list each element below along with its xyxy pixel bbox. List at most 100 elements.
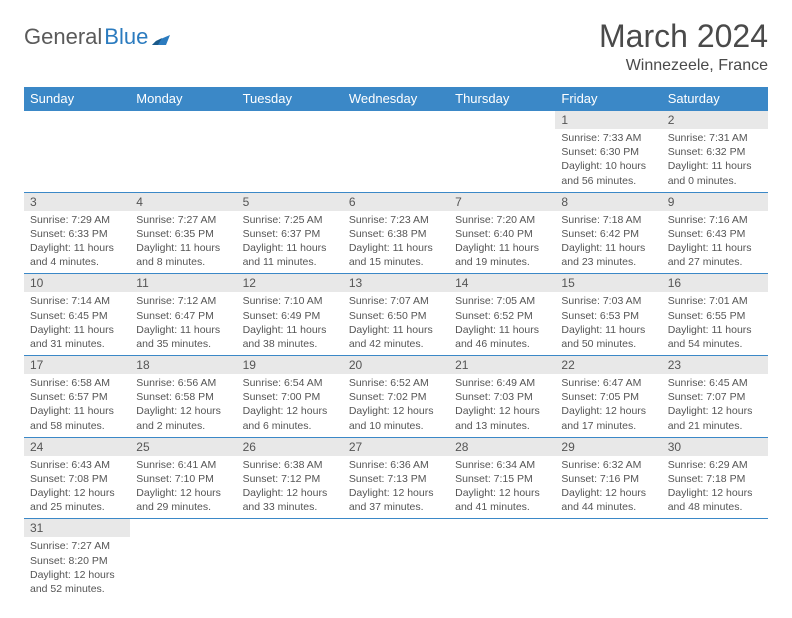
day-body: Sunrise: 7:10 AMSunset: 6:49 PMDaylight:… (237, 292, 343, 355)
day-cell: 9Sunrise: 7:16 AMSunset: 6:43 PMDaylight… (662, 192, 768, 274)
week-row: 3Sunrise: 7:29 AMSunset: 6:33 PMDaylight… (24, 192, 768, 274)
sunrise-text: Sunrise: 7:10 AM (243, 294, 337, 308)
daylight-text: Daylight: 11 hours and 4 minutes. (30, 241, 124, 269)
sunset-text: Sunset: 7:03 PM (455, 390, 549, 404)
sunset-text: Sunset: 7:18 PM (668, 472, 762, 486)
day-cell: 7Sunrise: 7:20 AMSunset: 6:40 PMDaylight… (449, 192, 555, 274)
day-cell: 19Sunrise: 6:54 AMSunset: 7:00 PMDayligh… (237, 356, 343, 438)
sunset-text: Sunset: 6:53 PM (561, 309, 655, 323)
sunrise-text: Sunrise: 6:41 AM (136, 458, 230, 472)
sunset-text: Sunset: 6:55 PM (668, 309, 762, 323)
day-body: Sunrise: 7:29 AMSunset: 6:33 PMDaylight:… (24, 211, 130, 274)
day-body: Sunrise: 7:03 AMSunset: 6:53 PMDaylight:… (555, 292, 661, 355)
day-cell: 3Sunrise: 7:29 AMSunset: 6:33 PMDaylight… (24, 192, 130, 274)
day-body: Sunrise: 7:27 AMSunset: 8:20 PMDaylight:… (24, 537, 130, 600)
day-number: 20 (343, 356, 449, 374)
sunrise-text: Sunrise: 6:52 AM (349, 376, 443, 390)
day-number: 3 (24, 193, 130, 211)
sunrise-text: Sunrise: 7:03 AM (561, 294, 655, 308)
day-body: Sunrise: 6:36 AMSunset: 7:13 PMDaylight:… (343, 456, 449, 519)
sunset-text: Sunset: 6:35 PM (136, 227, 230, 241)
sunset-text: Sunset: 7:15 PM (455, 472, 549, 486)
sunrise-text: Sunrise: 7:01 AM (668, 294, 762, 308)
sunset-text: Sunset: 6:37 PM (243, 227, 337, 241)
sunrise-text: Sunrise: 7:25 AM (243, 213, 337, 227)
page-header: General Blue March 2024 Winnezeele, Fran… (24, 18, 768, 75)
daylight-text: Daylight: 11 hours and 19 minutes. (455, 241, 549, 269)
week-row: 17Sunrise: 6:58 AMSunset: 6:57 PMDayligh… (24, 356, 768, 438)
sunset-text: Sunset: 6:42 PM (561, 227, 655, 241)
col-thursday: Thursday (449, 87, 555, 111)
sunset-text: Sunset: 7:05 PM (561, 390, 655, 404)
sunrise-text: Sunrise: 7:16 AM (668, 213, 762, 227)
sunset-text: Sunset: 6:32 PM (668, 145, 762, 159)
day-cell (130, 111, 236, 193)
daylight-text: Daylight: 12 hours and 17 minutes. (561, 404, 655, 432)
sunrise-text: Sunrise: 6:45 AM (668, 376, 762, 390)
daylight-text: Daylight: 11 hours and 35 minutes. (136, 323, 230, 351)
week-row: 31Sunrise: 7:27 AMSunset: 8:20 PMDayligh… (24, 519, 768, 600)
day-cell: 29Sunrise: 6:32 AMSunset: 7:16 PMDayligh… (555, 437, 661, 519)
daylight-text: Daylight: 11 hours and 11 minutes. (243, 241, 337, 269)
daylight-text: Daylight: 10 hours and 56 minutes. (561, 159, 655, 187)
day-number: 14 (449, 274, 555, 292)
day-cell: 28Sunrise: 6:34 AMSunset: 7:15 PMDayligh… (449, 437, 555, 519)
day-body: Sunrise: 6:52 AMSunset: 7:02 PMDaylight:… (343, 374, 449, 437)
day-header-row: Sunday Monday Tuesday Wednesday Thursday… (24, 87, 768, 111)
daylight-text: Daylight: 12 hours and 29 minutes. (136, 486, 230, 514)
day-cell (237, 519, 343, 600)
day-body: Sunrise: 7:05 AMSunset: 6:52 PMDaylight:… (449, 292, 555, 355)
daylight-text: Daylight: 11 hours and 15 minutes. (349, 241, 443, 269)
day-body: Sunrise: 6:43 AMSunset: 7:08 PMDaylight:… (24, 456, 130, 519)
day-body: Sunrise: 6:32 AMSunset: 7:16 PMDaylight:… (555, 456, 661, 519)
day-cell (343, 519, 449, 600)
day-cell: 6Sunrise: 7:23 AMSunset: 6:38 PMDaylight… (343, 192, 449, 274)
day-number: 22 (555, 356, 661, 374)
sunrise-text: Sunrise: 6:34 AM (455, 458, 549, 472)
daylight-text: Daylight: 12 hours and 37 minutes. (349, 486, 443, 514)
day-body: Sunrise: 6:34 AMSunset: 7:15 PMDaylight:… (449, 456, 555, 519)
sunset-text: Sunset: 7:10 PM (136, 472, 230, 486)
day-number: 11 (130, 274, 236, 292)
sunrise-text: Sunrise: 6:32 AM (561, 458, 655, 472)
day-body: Sunrise: 7:33 AMSunset: 6:30 PMDaylight:… (555, 129, 661, 192)
sunset-text: Sunset: 6:47 PM (136, 309, 230, 323)
day-cell: 12Sunrise: 7:10 AMSunset: 6:49 PMDayligh… (237, 274, 343, 356)
day-cell: 27Sunrise: 6:36 AMSunset: 7:13 PMDayligh… (343, 437, 449, 519)
day-body: Sunrise: 6:58 AMSunset: 6:57 PMDaylight:… (24, 374, 130, 437)
sunrise-text: Sunrise: 7:14 AM (30, 294, 124, 308)
day-number: 10 (24, 274, 130, 292)
daylight-text: Daylight: 11 hours and 54 minutes. (668, 323, 762, 351)
daylight-text: Daylight: 12 hours and 25 minutes. (30, 486, 124, 514)
sunrise-text: Sunrise: 7:07 AM (349, 294, 443, 308)
day-cell (343, 111, 449, 193)
sunset-text: Sunset: 6:57 PM (30, 390, 124, 404)
day-number: 16 (662, 274, 768, 292)
day-number: 1 (555, 111, 661, 129)
sunrise-text: Sunrise: 6:54 AM (243, 376, 337, 390)
sunrise-text: Sunrise: 7:29 AM (30, 213, 124, 227)
daylight-text: Daylight: 12 hours and 21 minutes. (668, 404, 762, 432)
sunset-text: Sunset: 6:30 PM (561, 145, 655, 159)
daylight-text: Daylight: 12 hours and 2 minutes. (136, 404, 230, 432)
day-body: Sunrise: 7:01 AMSunset: 6:55 PMDaylight:… (662, 292, 768, 355)
col-sunday: Sunday (24, 87, 130, 111)
day-number: 8 (555, 193, 661, 211)
day-body: Sunrise: 7:25 AMSunset: 6:37 PMDaylight:… (237, 211, 343, 274)
day-body: Sunrise: 7:23 AMSunset: 6:38 PMDaylight:… (343, 211, 449, 274)
daylight-text: Daylight: 11 hours and 31 minutes. (30, 323, 124, 351)
day-number: 5 (237, 193, 343, 211)
day-cell: 21Sunrise: 6:49 AMSunset: 7:03 PMDayligh… (449, 356, 555, 438)
day-number: 29 (555, 438, 661, 456)
day-cell (24, 111, 130, 193)
day-cell: 5Sunrise: 7:25 AMSunset: 6:37 PMDaylight… (237, 192, 343, 274)
day-cell: 20Sunrise: 6:52 AMSunset: 7:02 PMDayligh… (343, 356, 449, 438)
week-row: 1Sunrise: 7:33 AMSunset: 6:30 PMDaylight… (24, 111, 768, 193)
daylight-text: Daylight: 11 hours and 46 minutes. (455, 323, 549, 351)
day-body: Sunrise: 6:38 AMSunset: 7:12 PMDaylight:… (237, 456, 343, 519)
daylight-text: Daylight: 12 hours and 33 minutes. (243, 486, 337, 514)
sunrise-text: Sunrise: 7:12 AM (136, 294, 230, 308)
month-title: March 2024 (599, 18, 768, 55)
col-friday: Friday (555, 87, 661, 111)
day-cell: 13Sunrise: 7:07 AMSunset: 6:50 PMDayligh… (343, 274, 449, 356)
